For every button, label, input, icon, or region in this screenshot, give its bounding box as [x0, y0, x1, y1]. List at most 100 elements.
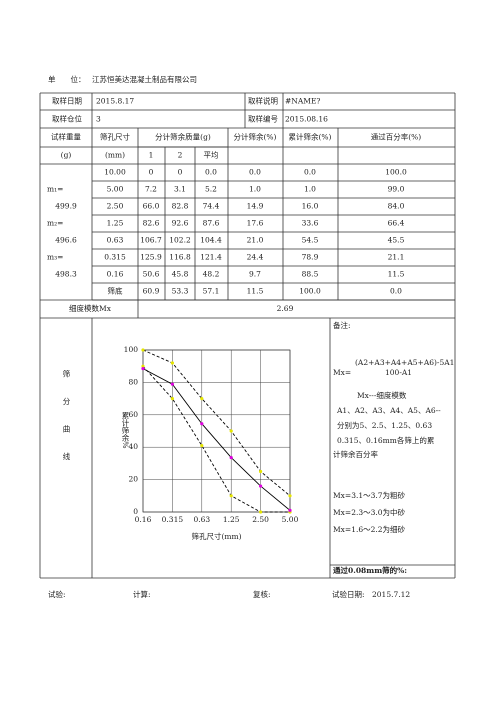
- note: Mx=1.6～2.2为细砂: [333, 524, 406, 534]
- column-header: 通过百分率(%): [371, 132, 422, 142]
- info-value: 2015.08.16: [285, 115, 328, 124]
- data-point: [229, 455, 233, 460]
- x-tick-label: 0.63: [193, 515, 210, 524]
- data-point: [200, 397, 204, 401]
- data-point: [288, 494, 292, 498]
- cell: 50.6: [143, 270, 160, 279]
- footer-item: 试验日期:: [332, 589, 365, 599]
- cell: 21.0: [247, 236, 264, 245]
- cell: 66.0: [143, 202, 160, 211]
- info-label: 取样说明: [248, 96, 278, 106]
- cell: 100.0: [299, 287, 321, 296]
- note: Mx=2.3～3.0为中砂: [333, 507, 406, 517]
- cell: 53.3: [172, 287, 189, 296]
- x-tick-label: 2.50: [252, 515, 269, 524]
- cell: 102.2: [169, 236, 191, 245]
- cell: 92.6: [172, 219, 189, 228]
- y-tick-label: 20: [128, 475, 138, 484]
- data-point: [141, 367, 145, 371]
- column-header: 分计筛余质量(g): [155, 132, 211, 142]
- note: A1、A2、A3、A4、A5、A6--: [336, 406, 441, 415]
- cell: 0.0: [304, 168, 316, 177]
- cell: 2.50: [107, 202, 124, 211]
- column-subheader: 平均: [204, 150, 219, 160]
- cell: 121.4: [200, 253, 222, 262]
- cell: 9.7: [249, 270, 261, 279]
- data-point: [288, 508, 292, 512]
- column-header: 筛孔尺寸: [100, 132, 130, 142]
- cell: 21.1: [388, 253, 405, 262]
- data-point: [200, 443, 204, 448]
- note: 计筛余百分率: [333, 449, 378, 459]
- data-point: [200, 422, 204, 426]
- column-header: 分计筛余(%): [234, 132, 277, 142]
- cell: 66.4: [388, 219, 405, 228]
- cell: 0: [178, 168, 183, 177]
- cell: 48.2: [203, 270, 220, 279]
- cell: 3.1: [174, 185, 186, 194]
- data-point: [229, 494, 233, 498]
- note: 0.315、0.16mm各筛上的累: [337, 435, 434, 445]
- series-line: [142, 368, 291, 511]
- cell: 78.9: [302, 253, 319, 262]
- note: Mx=: [333, 368, 351, 377]
- column-subheader: 2: [178, 151, 183, 160]
- cell: 10.00: [104, 168, 126, 177]
- data-point: [170, 361, 174, 365]
- data-point: [141, 364, 145, 368]
- cell: 0.0: [390, 287, 402, 296]
- x-tick-label: 0.315: [162, 515, 184, 524]
- cell: 5.2: [205, 185, 217, 194]
- weight-label: m₃=: [47, 253, 63, 262]
- info-value: #NAME?: [285, 97, 320, 106]
- column-header: 试样重量: [51, 132, 81, 142]
- column-header: 累计筛余(%): [289, 132, 332, 142]
- data-point: [259, 484, 263, 488]
- cell: 104.4: [200, 236, 222, 245]
- x-tick-label: 1.25: [223, 515, 240, 524]
- weight-label: m₂=: [47, 219, 63, 228]
- footer-item: 试验:: [48, 589, 66, 599]
- info-label: 取样仓位: [52, 114, 82, 124]
- series-line: [142, 365, 290, 513]
- section-label: 筛分曲线: [62, 369, 71, 480]
- cell: 14.9: [247, 202, 264, 211]
- info-value: 3: [96, 115, 101, 124]
- data-point: [170, 397, 174, 401]
- cell: 0.16: [107, 270, 124, 279]
- cell: 1.25: [107, 219, 124, 228]
- cell: 24.4: [247, 253, 264, 262]
- cell: 87.6: [203, 219, 220, 228]
- cell: 7.2: [145, 185, 157, 194]
- data-point: [259, 510, 263, 514]
- cell: 11.5: [388, 270, 405, 279]
- cell: 125.9: [140, 253, 162, 262]
- cell: 100.0: [385, 168, 407, 177]
- cell: 16.0: [302, 202, 319, 211]
- fineness-value: 2.69: [277, 304, 294, 313]
- cell: 17.6: [247, 219, 264, 228]
- cell: 116.8: [169, 253, 191, 262]
- y-tick-label: 100: [124, 345, 139, 354]
- x-tick-label: 0.16: [135, 515, 152, 524]
- data-point: [259, 469, 263, 474]
- cell: 0.0: [249, 168, 261, 177]
- data-point: [141, 348, 145, 352]
- footer-item: 2015.7.12: [372, 590, 410, 599]
- cell: 45.5: [388, 236, 405, 245]
- data-point: [229, 429, 233, 433]
- cell: 57.1: [203, 287, 220, 296]
- y-tick-label: 40: [128, 442, 138, 451]
- cell: 0.0: [205, 168, 217, 177]
- note: Mx=3.1～3.7为粗砂: [333, 490, 406, 500]
- cell: 0: [149, 168, 154, 177]
- series-line: [142, 349, 291, 497]
- column-subheader: (g): [61, 151, 72, 160]
- cell: 82.6: [143, 219, 160, 228]
- y-tick-label: 60: [128, 410, 138, 419]
- note: 备注:: [333, 320, 351, 330]
- note: Mx---细度模数: [357, 390, 407, 400]
- cell: 0.315: [104, 253, 126, 262]
- cell: 5.00: [107, 185, 124, 194]
- weight-value: 498.3: [55, 270, 77, 279]
